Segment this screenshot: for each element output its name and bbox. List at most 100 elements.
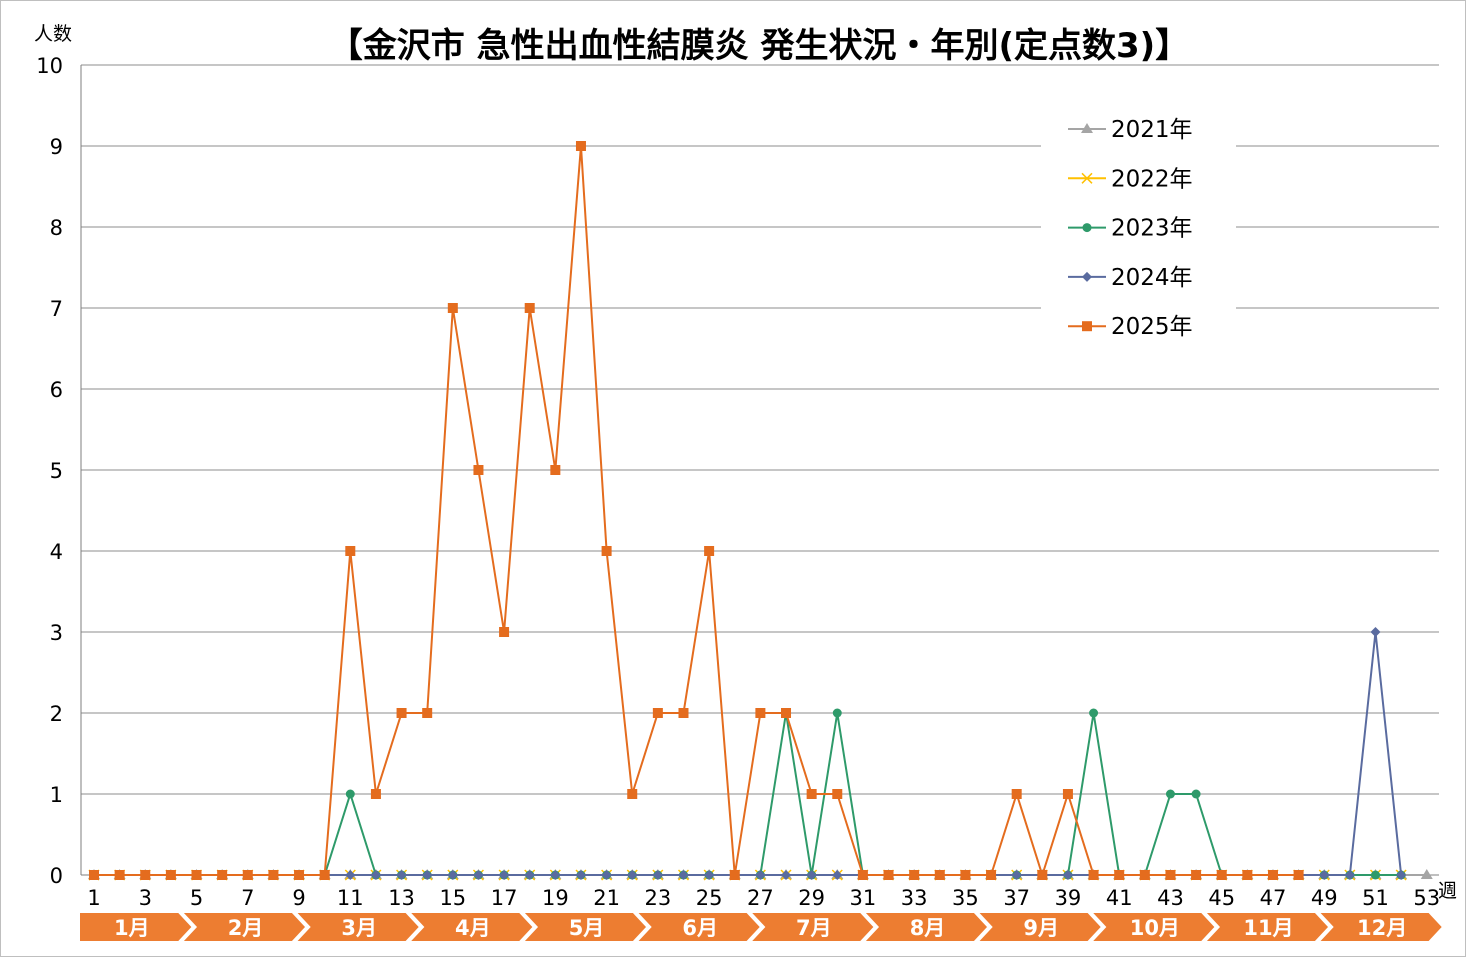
- legend-label: 2022年: [1111, 166, 1193, 192]
- marker-square: [422, 708, 433, 718]
- marker-square: [601, 546, 612, 556]
- marker-circle: [832, 708, 842, 718]
- series-2024年: [89, 627, 1407, 880]
- marker-square: [1114, 870, 1125, 880]
- month-band: 1月 2月 3月 4月 5月 6月 7月 8月 9月 10月 11月 12月: [78, 911, 1445, 943]
- marker-square: [268, 870, 279, 880]
- x-tick-label: 45: [1208, 886, 1235, 910]
- marker-diamond: [1062, 870, 1073, 880]
- marker-square: [1139, 870, 1150, 880]
- marker-circle: [1191, 789, 1201, 799]
- marker-square: [1082, 321, 1092, 332]
- marker-diamond: [832, 870, 843, 880]
- x-tick-label: 39: [1055, 886, 1082, 910]
- marker-square: [473, 465, 484, 475]
- marker-square: [575, 141, 586, 151]
- y-axis-label: 人数: [34, 23, 72, 45]
- marker-diamond: [627, 870, 638, 880]
- marker-square: [1293, 870, 1304, 880]
- month-chevron: [78, 911, 195, 943]
- marker-circle: [1165, 789, 1175, 799]
- y-tick-label: 7: [50, 297, 63, 321]
- series-2025年: [89, 141, 1304, 880]
- x-tick-label: 51: [1362, 886, 1389, 910]
- marker-square: [960, 870, 971, 880]
- marker-diamond: [447, 870, 458, 880]
- marker-diamond: [1396, 870, 1407, 880]
- marker-circle: [1082, 223, 1092, 233]
- x-axis-label: 週: [1438, 880, 1457, 902]
- marker-diamond: [422, 870, 433, 880]
- legend-entry: 2025年: [1068, 314, 1193, 340]
- marker-diamond: [781, 870, 792, 880]
- legend-entry: 2021年: [1068, 117, 1193, 143]
- marker-square: [550, 465, 561, 475]
- x-tick-label: 19: [542, 886, 569, 910]
- marker-square: [499, 627, 510, 637]
- month-label: 7月: [796, 916, 832, 940]
- x-tick-label: 21: [593, 886, 620, 910]
- month-chevron: [1202, 911, 1331, 943]
- marker-square: [1062, 789, 1073, 799]
- marker-diamond: [499, 870, 510, 880]
- x-axis-ticks: 1 3 5 7 9 11 13 15 17 19 21 23 25 27 29 31 33 35 37 39 41 43 4…: [87, 886, 1440, 910]
- marker-square: [165, 870, 176, 880]
- series-line: [94, 631, 1403, 876]
- month-label: 6月: [682, 916, 718, 940]
- marker-diamond: [1370, 627, 1381, 637]
- x-tick-label: 17: [491, 886, 518, 910]
- marker-square: [242, 870, 253, 880]
- marker-square: [934, 870, 945, 880]
- marker-square: [1088, 870, 1099, 880]
- month-chevron: [634, 911, 763, 943]
- month-label: 12月: [1357, 916, 1407, 940]
- marker-diamond: [473, 870, 484, 880]
- month-chevron: [179, 911, 308, 943]
- month-label: 3月: [341, 916, 377, 940]
- x-tick-label: 11: [337, 886, 364, 910]
- marker-diamond: [1011, 870, 1022, 880]
- marker-triangle: [1420, 869, 1433, 879]
- x-tick-label: 31: [850, 886, 877, 910]
- series-lines: [88, 141, 1433, 881]
- marker-square: [1037, 870, 1048, 880]
- marker-diamond: [524, 870, 535, 880]
- marker-circle: [345, 789, 355, 799]
- marker-x: [1081, 172, 1093, 184]
- marker-square: [345, 546, 356, 556]
- y-axis-ticks: 0 1 2 3 4 5 6 7 8 9 10: [36, 54, 63, 888]
- x-tick-label: 53: [1413, 886, 1440, 910]
- marker-diamond: [1319, 870, 1330, 880]
- x-tick-label: 29: [798, 886, 825, 910]
- chart-title: 【金沢市 急性出血性結膜炎 発生状況・年別(定点数3)】: [329, 26, 1189, 66]
- marker-diamond: [601, 870, 612, 880]
- marker-square: [294, 870, 305, 880]
- marker-square: [729, 870, 740, 880]
- y-tick-label: 10: [36, 54, 63, 78]
- month-label: 4月: [455, 916, 491, 940]
- marker-square: [832, 789, 843, 799]
- marker-square: [89, 870, 99, 880]
- marker-square: [883, 870, 894, 880]
- x-tick-label: 47: [1260, 886, 1287, 910]
- marker-circle: [1089, 708, 1099, 718]
- y-tick-label: 5: [50, 459, 63, 483]
- marker-diamond: [704, 870, 715, 880]
- month-label: 5月: [569, 916, 605, 940]
- month-chevron: [747, 911, 877, 943]
- marker-diamond: [1082, 271, 1092, 282]
- marker-diamond: [575, 870, 586, 880]
- marker-square: [114, 870, 125, 880]
- marker-square: [652, 708, 663, 718]
- marker-triangle: [1081, 123, 1093, 133]
- x-tick-label: 5: [190, 886, 203, 910]
- x-tick-label: 9: [292, 886, 305, 910]
- marker-square: [396, 708, 407, 718]
- marker-square: [781, 708, 792, 718]
- marker-diamond: [550, 870, 561, 880]
- marker-square: [140, 870, 151, 880]
- legend-label: 2021年: [1111, 117, 1193, 143]
- marker-square: [191, 870, 202, 880]
- x-tick-label: 49: [1311, 886, 1338, 910]
